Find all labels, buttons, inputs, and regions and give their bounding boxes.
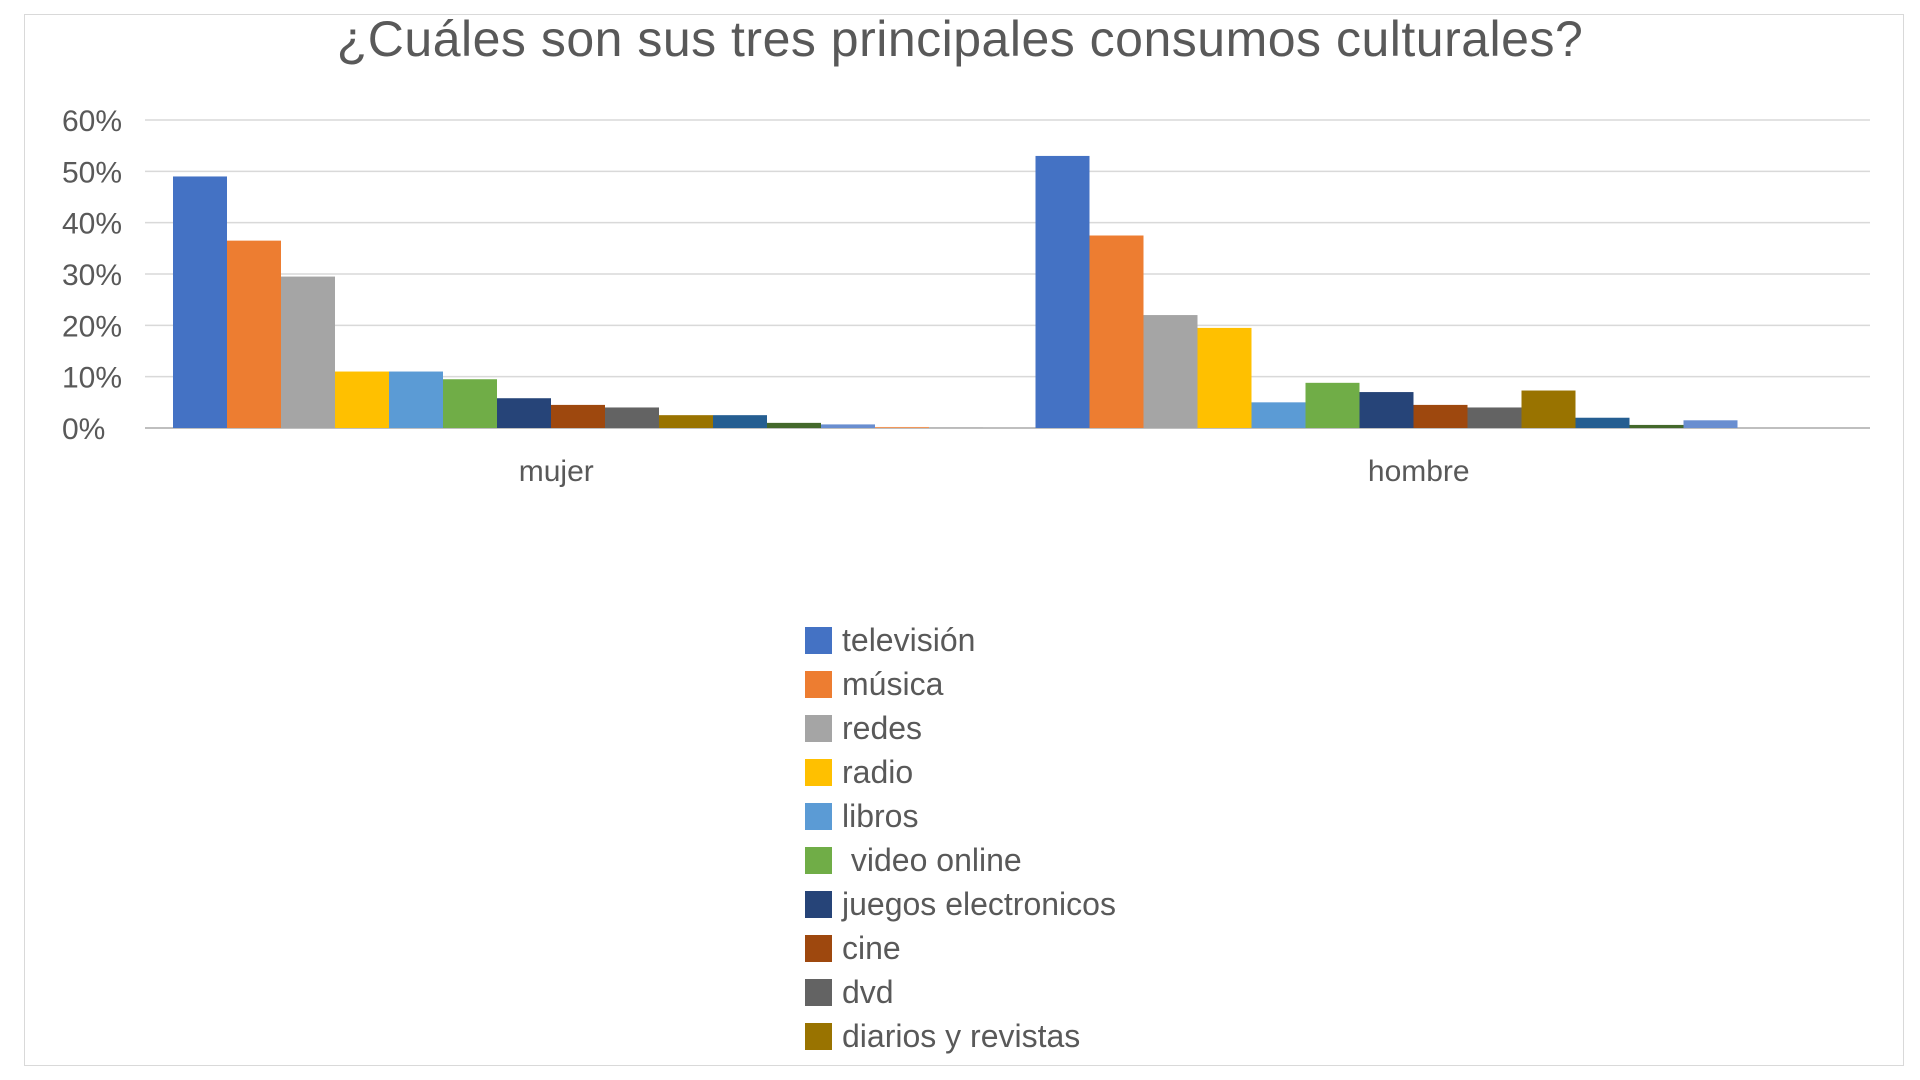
bar-libros-mujer [389,371,443,428]
legend-item: juegos electronicos [805,882,1325,926]
legend-swatch [805,714,832,742]
bar-dvd-hombre [1467,407,1522,428]
bar-televisión-hombre [1035,155,1090,428]
legend-label: libros [842,797,919,834]
chart-frame [24,14,1904,1066]
legend-swatch [805,802,832,830]
bars [173,155,1738,428]
bar-series-14-mujer [929,427,983,428]
chart-title: ¿Cuáles son sus tres principales consumo… [336,11,1584,67]
x-category-label: mujer [519,455,594,488]
y-tick-label: 10% [62,362,122,395]
bar-radio-mujer [335,371,389,428]
y-tick-label: 30% [62,259,122,292]
legend-swatch [805,890,832,918]
bar-televisión-mujer [173,176,227,428]
bar-series-11-hombre [1629,424,1684,428]
legend-item: cine [805,926,1325,970]
legend-label: video online [842,841,1022,878]
y-tick-label: 20% [62,310,122,343]
legend-swatch [805,846,832,874]
legend-label: redes [842,709,923,746]
legend-item: libros [805,794,1325,838]
bar-libros-hombre [1251,402,1306,428]
legend-item: radio [805,750,1325,794]
legend-label: radio [842,753,914,790]
bar-series-12-mujer [821,424,875,428]
legend-item: diarios y revistas [805,1014,1325,1058]
bar-diarios-y-revistas-hombre [1521,390,1576,428]
bar-redes-hombre [1143,315,1198,428]
x-axis-categories: mujer hombre [519,455,1470,488]
bar-juegos-electronicos-hombre [1359,392,1414,428]
bar-radio-hombre [1197,327,1252,428]
x-category-label: hombre [1368,455,1470,488]
y-tick-label: 40% [62,208,122,241]
bar-series-13-mujer [875,426,929,428]
bar-series-12-hombre [1683,420,1738,428]
legend-item: televisión [805,618,1325,662]
legend-label: televisión [842,621,976,658]
legend-label: dvd [842,973,894,1010]
legend-swatch [805,670,832,698]
bar-juegos-electronicos-mujer [497,398,551,428]
bar-cine-mujer [551,404,605,428]
bar-video-online-hombre [1305,382,1360,428]
y-axis-ticks: 0% 10% 20% 30% 40% 50% 60% [62,105,122,446]
legend-label: cine [842,929,901,966]
bar-redes-mujer [281,276,335,428]
legend-swatch [805,758,832,786]
bar-música-mujer [227,240,281,428]
bar-diarios-y-revistas-mujer [659,415,713,428]
y-tick-label: 60% [62,105,122,138]
legend-swatch [805,934,832,962]
legend-label: música [842,665,944,702]
legend: televisión música redes radio libros video o… [805,618,1325,1058]
y-tick-label: 0% [62,413,105,446]
legend-label: juegos electronicos [842,885,1116,922]
legend-label: diarios y revistas [842,1017,1081,1054]
bar-series-10-mujer [713,415,767,428]
y-tick-label: 50% [62,156,122,189]
legend-swatch [805,978,832,1006]
bar-video-online-mujer [443,379,497,428]
bar-series-11-mujer [767,422,821,428]
legend-item: video online [805,838,1325,882]
bar-dvd-mujer [605,407,659,428]
legend-item: redes [805,706,1325,750]
bar-series-10-hombre [1575,417,1630,428]
legend-item: dvd [805,970,1325,1014]
legend-item: música [805,662,1325,706]
legend-swatch [805,1022,832,1050]
bar-cine-hombre [1413,404,1468,428]
legend-swatch [805,626,832,654]
bar-música-hombre [1089,235,1144,428]
